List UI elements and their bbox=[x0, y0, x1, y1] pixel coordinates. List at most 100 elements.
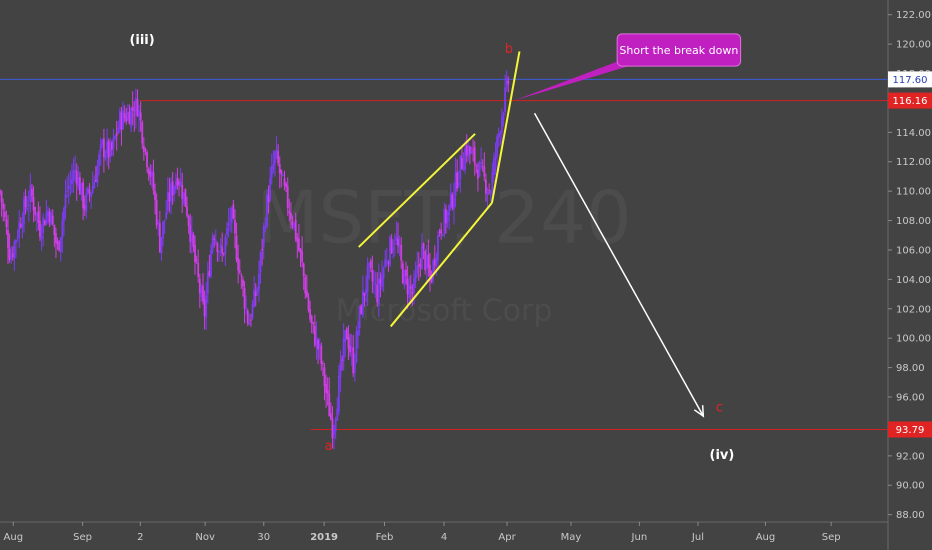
candle-body bbox=[187, 216, 190, 226]
candle-body bbox=[382, 268, 385, 279]
y-tick-label: 108.00 bbox=[896, 216, 931, 227]
candle-body bbox=[173, 186, 176, 195]
candle-body bbox=[283, 178, 286, 186]
candle-body bbox=[318, 344, 321, 347]
candle-body bbox=[288, 211, 291, 214]
candle-body bbox=[150, 170, 153, 176]
candle-body bbox=[95, 179, 97, 182]
candle-body bbox=[360, 305, 363, 314]
candle-body bbox=[441, 234, 444, 236]
candle-body bbox=[162, 221, 164, 239]
candle-body bbox=[352, 347, 355, 374]
candle-body bbox=[50, 212, 53, 226]
candle-body bbox=[90, 193, 93, 197]
candle-body bbox=[99, 143, 102, 151]
candle-body bbox=[425, 255, 428, 270]
candle-body bbox=[208, 270, 211, 276]
candle-body bbox=[45, 213, 48, 223]
candle-body bbox=[272, 164, 275, 169]
candle-body bbox=[267, 195, 270, 202]
projection-arrow-line bbox=[533, 112, 704, 417]
candle-body bbox=[274, 151, 276, 164]
candle-body bbox=[435, 257, 438, 264]
y-tick-label: 104.00 bbox=[896, 275, 931, 286]
candle-body bbox=[432, 260, 435, 280]
candle-body bbox=[107, 140, 110, 158]
y-tick-label: 100.00 bbox=[896, 334, 931, 345]
candle-body bbox=[152, 172, 155, 191]
candle-body bbox=[373, 282, 375, 284]
candle-body bbox=[218, 251, 220, 253]
candle-body bbox=[114, 136, 116, 139]
candle-body bbox=[182, 192, 185, 203]
y-tick-label: 90.00 bbox=[896, 481, 925, 492]
candle-body bbox=[446, 212, 449, 223]
wave-label-iv: (iv) bbox=[710, 448, 735, 463]
candle-body bbox=[16, 237, 19, 239]
candle-body bbox=[421, 244, 423, 270]
candle-body bbox=[83, 205, 86, 210]
candle-body bbox=[126, 111, 129, 121]
candle-body bbox=[419, 263, 422, 267]
x-tick-label: Aug bbox=[4, 532, 24, 543]
candle-body bbox=[293, 223, 296, 228]
candle-body bbox=[302, 263, 305, 276]
candle-body bbox=[369, 260, 372, 269]
candle-body bbox=[253, 289, 256, 307]
candle-body bbox=[77, 177, 80, 188]
candle-body bbox=[181, 184, 184, 199]
price-tag-label: 117.60 bbox=[893, 75, 928, 86]
candle-body bbox=[505, 78, 508, 87]
candle-body bbox=[23, 198, 25, 225]
wave-label-a: a bbox=[325, 439, 333, 454]
callout-box bbox=[616, 33, 742, 67]
candle-body bbox=[280, 169, 283, 174]
candle-body bbox=[290, 213, 292, 220]
candle-body bbox=[269, 177, 272, 201]
candle-body bbox=[211, 236, 214, 252]
callout-text: Short the break down bbox=[619, 44, 738, 57]
candle-body bbox=[445, 209, 447, 224]
candle-body bbox=[34, 206, 37, 216]
candle-body bbox=[427, 254, 430, 269]
candle-body bbox=[101, 140, 104, 145]
candle-body bbox=[416, 265, 419, 274]
candle-body bbox=[2, 203, 5, 209]
candle-body bbox=[221, 247, 224, 254]
candle-body bbox=[61, 220, 64, 239]
candle-body bbox=[134, 97, 137, 114]
x-tick-label: 4 bbox=[441, 532, 447, 543]
price-tag-label: 93.79 bbox=[896, 425, 925, 436]
candle-body bbox=[110, 142, 113, 150]
candle-body bbox=[285, 183, 288, 188]
candle-body bbox=[454, 172, 457, 196]
candle-body bbox=[429, 264, 431, 276]
candle-body bbox=[477, 169, 479, 179]
candle-body bbox=[258, 273, 260, 290]
candle-body bbox=[141, 122, 144, 144]
candle-body bbox=[497, 133, 500, 138]
price-tag bbox=[888, 71, 932, 88]
candle-body bbox=[19, 224, 22, 228]
candle-body bbox=[472, 149, 475, 151]
candle-body bbox=[361, 290, 364, 316]
candle-body bbox=[398, 246, 401, 248]
candle-body bbox=[301, 251, 303, 262]
candle-body bbox=[179, 181, 182, 186]
candle-body bbox=[502, 113, 505, 120]
candle-body bbox=[254, 292, 257, 296]
y-tick-label: 112.00 bbox=[896, 157, 931, 168]
candle-body bbox=[344, 330, 347, 343]
candle-body bbox=[155, 200, 158, 226]
candle-body bbox=[192, 234, 195, 247]
candle-body bbox=[262, 225, 265, 247]
x-tick-label: Jun bbox=[631, 532, 648, 543]
y-tick-label: 88.00 bbox=[896, 510, 925, 521]
candle-body bbox=[71, 179, 73, 184]
candle-body bbox=[67, 185, 70, 190]
candle-body bbox=[286, 186, 289, 208]
candle-body bbox=[385, 261, 388, 263]
x-tick-label: Nov bbox=[195, 532, 215, 543]
